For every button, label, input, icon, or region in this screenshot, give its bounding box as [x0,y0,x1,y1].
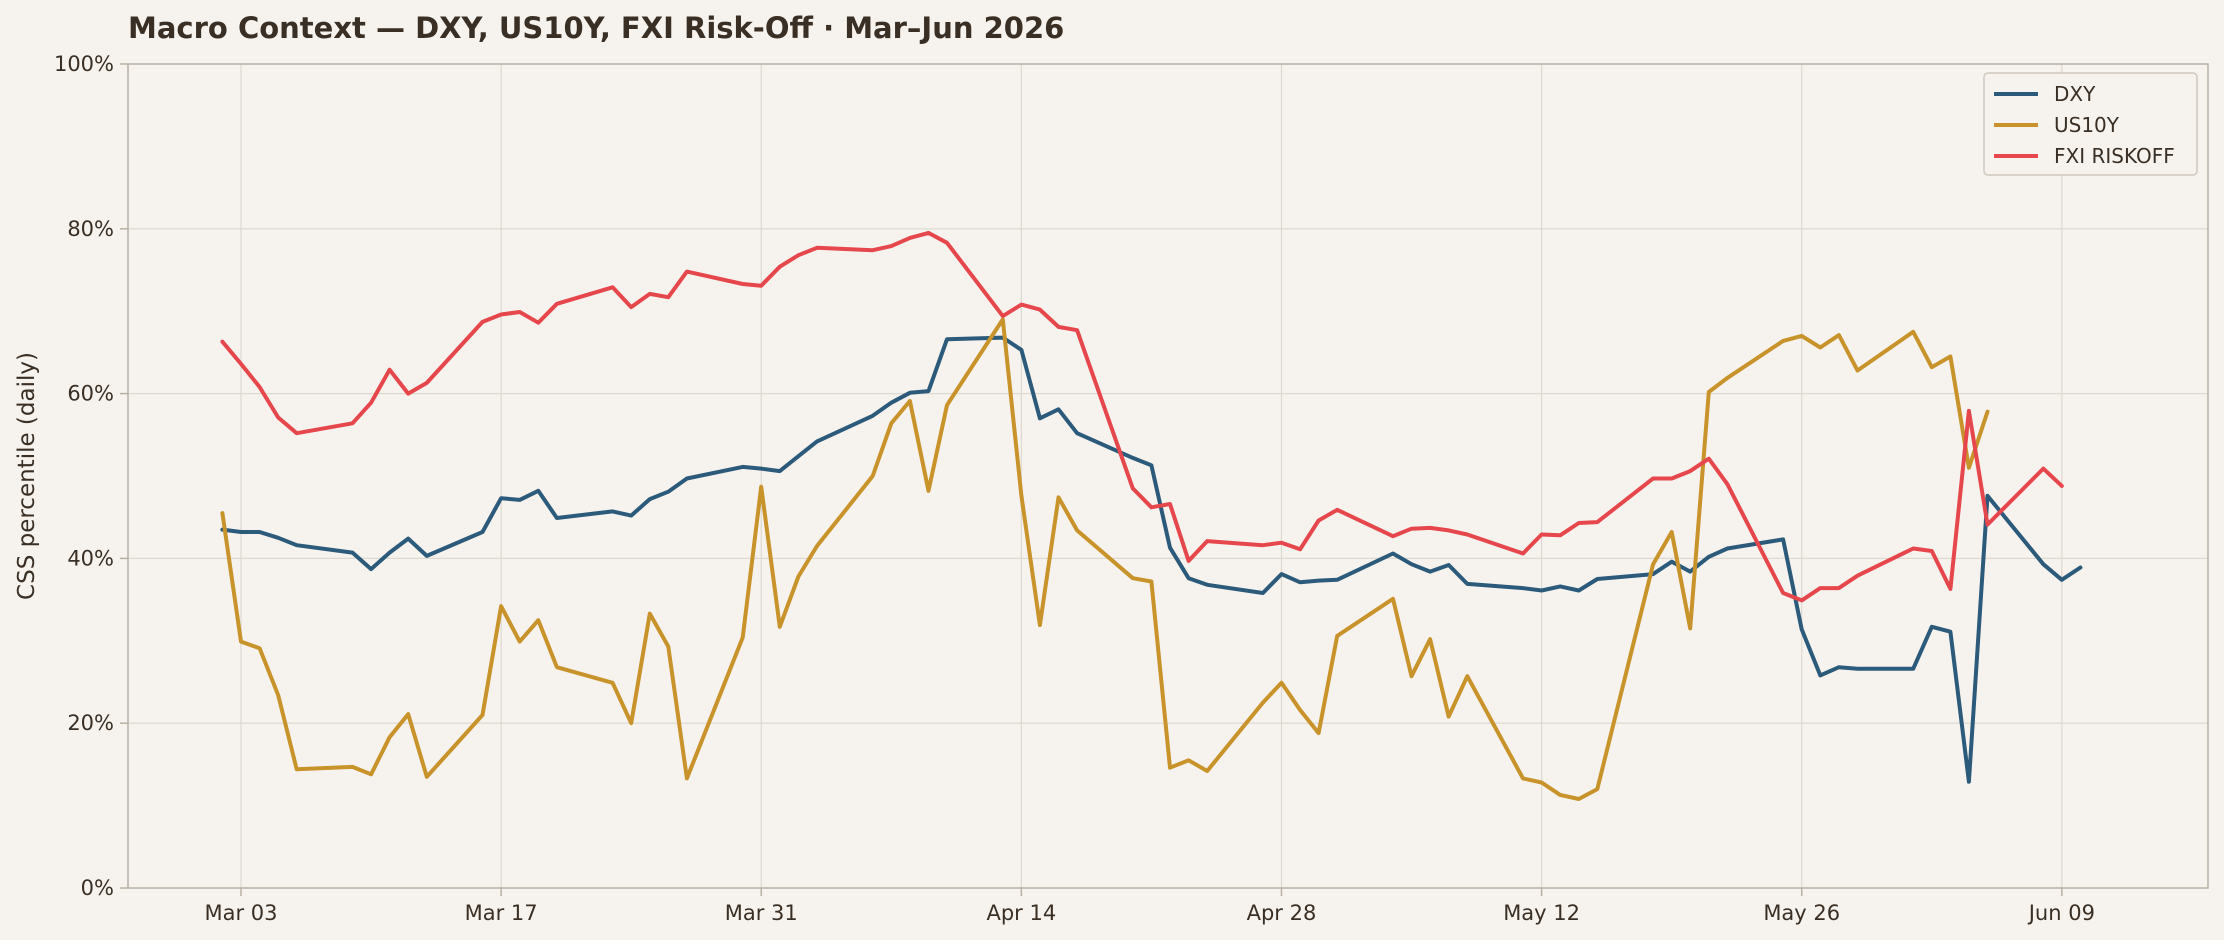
legend-box [1983,72,2198,176]
legend-label: FXI RISKOFF [2054,144,2175,168]
x-tick-label: Mar 03 [204,901,277,925]
y-tick-label: 80% [67,217,114,241]
x-tick-label: Apr 28 [1247,901,1317,925]
series-line-us10y [220,317,1990,801]
series-lines [220,230,2083,801]
y-axis-label: CSS percentile (daily) [14,352,40,600]
y-tick-label: 60% [67,382,114,406]
x-tick-label: May 12 [1503,901,1580,925]
legend: DXY US10Y FXI RISKOFF [1983,72,2198,176]
y-tick-label: 100% [54,52,114,76]
y-tick-label: 0% [81,876,114,900]
axis-ticks: 0% 20% 40% 60% 80% 100% Mar 03 Mar 17 Mar 31 Apr … [54,52,2095,925]
series-line-fxi-riskoff [220,230,2064,603]
plot-frame [127,63,2209,889]
x-tick-label: May 26 [1763,901,1840,925]
legend-label: DXY [2054,82,2096,106]
legend-label: US10Y [2054,113,2120,137]
chart-title: Macro Context — DXY, US10Y, FXI Risk-Off… [128,11,1064,45]
y-tick-label: 20% [67,711,114,735]
x-tick-label: Mar 17 [465,901,538,925]
x-tick-label: Mar 31 [725,901,798,925]
x-tick-label: Apr 14 [986,901,1056,925]
series-line-dxy [220,335,2083,784]
grid-lines [128,64,2208,888]
x-tick-label: Jun 09 [2027,901,2095,925]
y-tick-label: 40% [67,546,114,570]
